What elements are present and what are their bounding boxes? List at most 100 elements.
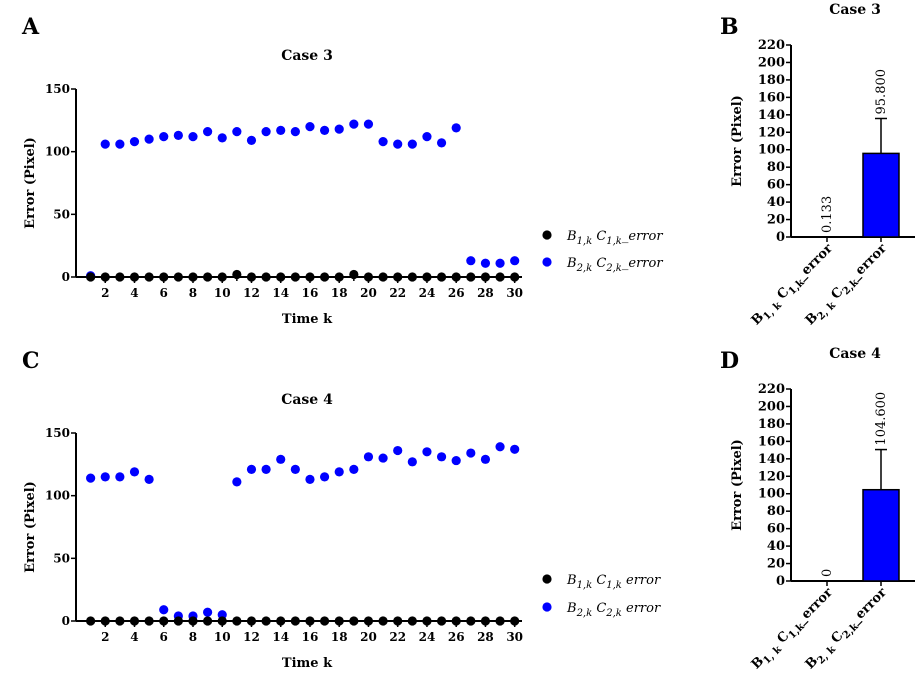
chart-a-point-s2: [334, 124, 344, 134]
chart-a-point-s1: [407, 272, 417, 282]
chart-c-legend-marker-2: [542, 602, 552, 612]
chart-c-title: Case 4: [281, 392, 333, 408]
chart-c-ytick-label: 150: [45, 426, 70, 440]
chart-a-ytick-label: 50: [53, 207, 70, 221]
chart-c-point-s2: [363, 452, 374, 462]
chart-a-ytick-label: 0: [62, 270, 70, 284]
chart-a-xtick-label: 26: [448, 286, 465, 300]
chart-c-xtick-label: 28: [477, 630, 494, 644]
chart-c-point-s2: [129, 467, 140, 477]
chart-b-ytick-label: 180: [758, 73, 785, 88]
chart-a-point-s1: [217, 272, 227, 282]
chart-b-value-label-1: 0.133: [820, 196, 835, 233]
chart-a-xlabel: Time k: [282, 312, 333, 327]
chart-a-point-s2: [480, 258, 491, 268]
chart-a-point-s1: [203, 272, 213, 282]
chart-a-point-s1: [451, 272, 461, 282]
chart-c-point-s2: [495, 442, 505, 452]
chart-a-point-s1: [276, 272, 286, 282]
chart-a-xtick-label: 24: [419, 286, 436, 300]
chart-c-point-s2: [159, 605, 169, 615]
chart-c-point-s1: [349, 616, 359, 626]
chart-d-ytick-label: 160: [758, 434, 785, 449]
chart-a-point-s2: [349, 119, 359, 129]
chart-a-point-s2: [319, 125, 330, 135]
chart-a-ytick-label: 150: [45, 82, 70, 96]
chart-c-ytick-label: 0: [62, 614, 70, 628]
chart-c-point-s2: [305, 474, 315, 484]
chart-a-point-s1: [290, 272, 300, 282]
chart-a-point-s2: [495, 258, 505, 268]
cat-tail: _error: [794, 241, 836, 283]
chart-c-point-s1: [188, 616, 198, 626]
chart-c-point-s2: [232, 477, 242, 487]
chart-b-ytick-label: 60: [767, 178, 785, 193]
chart-d-value-label-2: 104.600: [874, 392, 889, 446]
chart-b-ytick-label: 80: [767, 160, 785, 175]
chart-d-ytick-label: 180: [758, 417, 785, 432]
chart-a-xtick-label: 30: [506, 286, 523, 300]
chart-d-ytick-label: 200: [758, 399, 785, 414]
legend-c: C: [596, 573, 606, 588]
chart-a-point-s2: [422, 132, 432, 142]
chart-c-point-s1: [480, 616, 491, 626]
chart-c-point-s2: [349, 464, 359, 474]
chart-a-panel-label: A: [21, 14, 40, 40]
chart-c-point-s2: [261, 464, 271, 474]
chart-c-xtick-label: 22: [389, 630, 406, 644]
chart-a-point-s2: [290, 127, 300, 137]
chart-d-bar-2: [862, 488, 900, 582]
chart-c-point-s2: [144, 474, 154, 484]
chart-c-xtick-label: 8: [189, 630, 197, 644]
chart-c-point-s1: [217, 616, 227, 626]
chart-c-point-s2: [480, 454, 491, 464]
chart-c-point-s2: [319, 472, 330, 482]
chart-c-point-s1: [436, 616, 447, 626]
chart-a-point-s2: [246, 135, 257, 145]
chart-a-point-s1: [422, 272, 432, 282]
cat-tail: _error: [848, 585, 890, 627]
chart-b-panel-label: B: [720, 14, 739, 40]
chart-a-point-s1: [466, 272, 476, 282]
chart-c-ytick-label: 100: [45, 489, 70, 503]
chart-a-ylabel: Error (Pixel): [23, 137, 38, 229]
chart-c-xtick-label: 10: [214, 630, 231, 644]
chart-d-ytick-label: 140: [758, 452, 785, 467]
chart-a-point-s2: [451, 123, 461, 133]
chart-a-point-s2: [378, 137, 388, 147]
legend-sub: 1,k: [577, 580, 593, 591]
chart-c-point-s1: [173, 616, 183, 626]
chart-c-point-s2: [86, 473, 96, 483]
chart-a-point-s2: [305, 122, 315, 132]
chart-d-ytick-label: 80: [767, 504, 785, 519]
chart-a-xtick-label: 14: [272, 286, 289, 300]
chart-a-xtick-label: 4: [130, 286, 138, 300]
legend-sub: 2,k: [605, 263, 622, 274]
chart-a-xtick-label: 8: [189, 286, 197, 300]
chart-a-point-s2: [393, 139, 403, 149]
chart-b-ytick-label: 120: [758, 125, 785, 140]
chart-a-point-s2: [217, 133, 227, 143]
chart-a-legend-marker-2: [542, 257, 552, 267]
chart-a-xtick-label: 6: [160, 286, 168, 300]
chart-c-point-s1: [232, 616, 242, 626]
chart-b-ytick-label: 100: [758, 143, 785, 158]
chart-c-point-s1: [115, 616, 125, 626]
chart-c-point-s1: [290, 616, 300, 626]
legend-tail: error: [622, 573, 661, 588]
chart-a-point-s2: [173, 130, 183, 140]
chart-a-xtick-label: 22: [389, 286, 406, 300]
chart-c-legend-marker-1: [542, 574, 552, 584]
chart-d-panel-label: D: [720, 348, 739, 374]
chart-a-point-s2: [407, 139, 417, 149]
chart-c-xtick-label: 12: [243, 630, 260, 644]
chart-a-point-s1: [334, 272, 344, 282]
chart-c-point-s1: [378, 616, 388, 626]
chart-c-point-s1: [319, 616, 330, 626]
chart-a-point-s1: [378, 272, 388, 282]
chart-b-ylabel: Error (Pixel): [730, 95, 745, 187]
chart-b-ytick-label: 140: [758, 108, 785, 123]
